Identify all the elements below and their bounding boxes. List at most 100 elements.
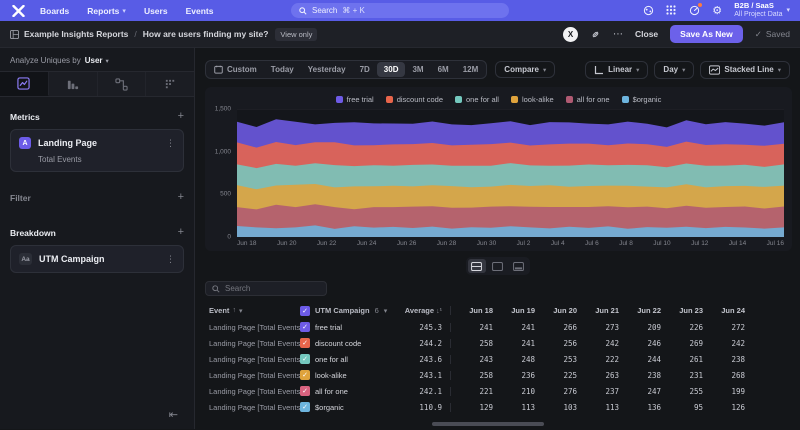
granularity-selector[interactable]: Day ▾ bbox=[654, 60, 695, 79]
table-search[interactable] bbox=[205, 281, 327, 296]
range-6m[interactable]: 6M bbox=[437, 65, 449, 74]
split-view-toggle[interactable] bbox=[467, 259, 486, 273]
check-icon: ✓ bbox=[754, 28, 762, 39]
legend-item[interactable]: free trial bbox=[335, 95, 374, 104]
segment-checkbox[interactable]: ✓ bbox=[300, 322, 310, 332]
tab-flows[interactable] bbox=[98, 72, 147, 96]
average-cell: 245.3 bbox=[395, 322, 451, 332]
select-all-checkbox[interactable]: ✓ bbox=[300, 305, 310, 316]
date-column-header[interactable]: Jun 18 bbox=[469, 306, 493, 315]
tab-funnels[interactable] bbox=[49, 72, 98, 96]
mixpanel-logo[interactable] bbox=[10, 4, 26, 18]
tab-insights[interactable] bbox=[0, 72, 49, 96]
date-column-header[interactable]: Jun 23 bbox=[679, 306, 703, 315]
table-row[interactable]: Landing Page [Total Events] ✓ one for all 2… bbox=[205, 351, 800, 367]
more-options-button[interactable]: ⋯ bbox=[613, 28, 623, 40]
add-filter-button[interactable]: + bbox=[177, 191, 184, 203]
legend-item[interactable]: $organic bbox=[621, 95, 661, 104]
date-column-header[interactable]: Jun 19 bbox=[511, 306, 535, 315]
date-column-header[interactable]: Jun 21 bbox=[595, 306, 619, 315]
range-today[interactable]: Today bbox=[270, 65, 294, 74]
project-switcher[interactable]: B2B / SaaS All Project Data ▾ bbox=[734, 2, 790, 19]
segment-checkbox[interactable]: ✓ bbox=[300, 354, 310, 364]
breakdown-options-button[interactable]: ⋮ bbox=[166, 253, 175, 264]
add-metric-button[interactable]: + bbox=[177, 110, 184, 122]
range-3m[interactable]: 3M bbox=[412, 65, 424, 74]
table-row[interactable]: Landing Page [Total Events] ✓ free trial 24… bbox=[205, 319, 800, 335]
value-cell: 237 bbox=[605, 386, 619, 396]
value-cell: 241 bbox=[521, 322, 535, 332]
table-search-input[interactable] bbox=[225, 284, 315, 293]
legend-item[interactable]: all for one bbox=[565, 95, 610, 104]
date-column-header[interactable]: Jun 20 bbox=[553, 306, 577, 315]
chart-only-toggle[interactable] bbox=[489, 259, 507, 273]
board-icon bbox=[10, 29, 19, 39]
breakdown-card[interactable]: Aa UTM Campaign ⋮ bbox=[10, 245, 184, 273]
value-cell: 266 bbox=[563, 322, 577, 332]
table-only-toggle[interactable] bbox=[510, 259, 528, 273]
add-breakdown-button[interactable]: + bbox=[177, 226, 184, 238]
range-12m[interactable]: 12M bbox=[462, 65, 479, 74]
breadcrumb-board[interactable]: Example Insights Reports bbox=[24, 29, 129, 39]
horizontal-scrollbar[interactable] bbox=[432, 422, 544, 426]
table-row[interactable]: Landing Page [Total Events] ✓ discount cod… bbox=[205, 335, 800, 351]
date-column-header[interactable]: Jun 22 bbox=[637, 306, 661, 315]
tab-retention[interactable] bbox=[146, 72, 194, 96]
segment-column-header[interactable]: ✓ UTM Campaign 6 ▾ bbox=[300, 305, 395, 316]
view-toggles bbox=[195, 257, 800, 275]
settings-gear-icon[interactable]: ⚙ bbox=[712, 4, 723, 17]
value-cell: 273 bbox=[605, 322, 619, 332]
segment-checkbox[interactable]: ✓ bbox=[300, 402, 310, 412]
metric-aggregation[interactable]: Total Events bbox=[38, 155, 82, 164]
stacked-area-svg bbox=[237, 109, 784, 237]
legend-item[interactable]: one for all bbox=[455, 95, 499, 104]
table-row[interactable]: Landing Page [Total Events] ✓ $organic 110.… bbox=[205, 399, 800, 415]
segment-cell: ✓ one for all bbox=[300, 354, 395, 364]
nav-item-boards[interactable]: Boards bbox=[40, 5, 70, 16]
table-row[interactable]: Landing Page [Total Events] ✓ look-alike 24… bbox=[205, 367, 800, 383]
range-custom[interactable]: Custom bbox=[207, 62, 264, 77]
value-cell: 268 bbox=[731, 370, 745, 380]
event-cell: Landing Page [Total Events] bbox=[209, 354, 300, 364]
usage-gauge-icon[interactable] bbox=[688, 3, 703, 16]
average-column-header[interactable]: Average ↓¹ bbox=[395, 306, 451, 315]
range-30d[interactable]: 30D bbox=[376, 62, 406, 77]
global-search[interactable]: Search ⌘ + K bbox=[291, 3, 509, 18]
linear-axis-icon bbox=[595, 65, 604, 74]
date-column-header[interactable]: Jun 24 bbox=[721, 306, 745, 315]
report-action-bar: Example Insights Reports / How are users… bbox=[0, 21, 800, 48]
chart-type-selector[interactable]: Stacked Line ▾ bbox=[700, 60, 790, 79]
breadcrumb-report[interactable]: How are users finding my site? bbox=[142, 29, 269, 39]
breadcrumb-separator: / bbox=[134, 29, 137, 39]
table-row[interactable]: Landing Page [Total Events] ✓ all for one 2… bbox=[205, 383, 800, 399]
data-management-icon[interactable] bbox=[642, 4, 654, 16]
segment-checkbox[interactable]: ✓ bbox=[300, 386, 310, 396]
range-7d[interactable]: 7D bbox=[359, 65, 370, 74]
metric-card[interactable]: A Landing Page ⋮ Total Events bbox=[10, 129, 184, 172]
legend-item[interactable]: look-alike bbox=[510, 95, 554, 104]
metric-options-button[interactable]: ⋮ bbox=[166, 137, 175, 148]
search-shortcut: ⌘ + K bbox=[342, 6, 365, 15]
close-button[interactable]: Close bbox=[635, 29, 659, 39]
value-cell: 113 bbox=[521, 402, 535, 412]
apps-grid-icon[interactable] bbox=[665, 4, 677, 16]
legend-item[interactable]: discount code bbox=[385, 95, 443, 104]
nav-item-events[interactable]: Events bbox=[185, 5, 214, 16]
y-tick: 500 bbox=[220, 190, 231, 198]
save-as-new-button[interactable]: Save As New bbox=[670, 25, 743, 43]
copy-link-icon[interactable] bbox=[590, 29, 601, 40]
event-column-header[interactable]: Event ↑ ▾ bbox=[209, 306, 243, 315]
stacked-area-chart[interactable] bbox=[237, 109, 784, 237]
value-cell: 272 bbox=[731, 322, 745, 332]
segment-checkbox[interactable]: ✓ bbox=[300, 370, 310, 380]
scale-selector[interactable]: Linear ▾ bbox=[585, 60, 649, 79]
compare-button[interactable]: Compare ▾ bbox=[495, 61, 556, 78]
chart-panel: free trial discount code one for all look-a… bbox=[205, 87, 792, 251]
nav-item-reports[interactable]: Reports ▾ bbox=[87, 5, 126, 16]
segment-checkbox[interactable]: ✓ bbox=[300, 338, 310, 348]
analyze-entity-dropdown[interactable]: User ▾ bbox=[84, 56, 109, 65]
range-yesterday[interactable]: Yesterday bbox=[307, 65, 346, 74]
user-avatar[interactable]: X bbox=[563, 26, 578, 42]
collapse-sidebar-icon[interactable]: ⇤ bbox=[168, 409, 178, 421]
nav-item-users[interactable]: Users bbox=[143, 5, 168, 16]
